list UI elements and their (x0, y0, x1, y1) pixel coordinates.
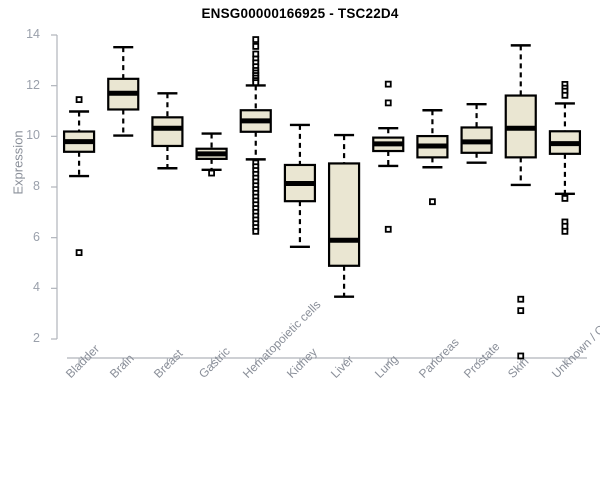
outlier-point[interactable] (384, 99, 392, 107)
y-tick-label: 6 (33, 229, 40, 244)
y-tick-label: 12 (26, 77, 40, 92)
box-iqr[interactable] (151, 116, 184, 148)
boxplot-group[interactable] (504, 44, 537, 360)
boxplot-group[interactable] (62, 96, 96, 257)
box-series (62, 36, 582, 360)
boxplot-group[interactable] (372, 80, 405, 233)
boxplot-group[interactable] (283, 123, 317, 248)
y-tick-label: 14 (26, 27, 40, 41)
outlier-point[interactable] (252, 36, 260, 43)
outlier-point[interactable] (75, 96, 83, 103)
outlier-point[interactable] (429, 198, 436, 206)
chart-title: ENSG00000166925 - TSC22D4 (201, 6, 399, 21)
outlier-point[interactable] (561, 227, 569, 235)
outlier-point[interactable] (252, 227, 260, 235)
outlier-point[interactable] (517, 307, 525, 315)
box-iqr[interactable] (327, 162, 361, 267)
boxplot-group[interactable] (460, 102, 493, 164)
outlier-point[interactable] (561, 91, 569, 99)
boxplot-group[interactable] (195, 132, 228, 177)
outlier-point[interactable] (384, 225, 392, 233)
y-tick-label: 10 (26, 128, 40, 143)
boxplot-group[interactable] (107, 45, 140, 137)
boxplot-group[interactable] (151, 92, 184, 170)
outlier-point[interactable] (208, 169, 215, 177)
axis-lines (51, 34, 587, 365)
y-tick-label: 2 (33, 331, 40, 345)
outlier-point[interactable] (252, 79, 260, 87)
outlier-point[interactable] (517, 352, 525, 360)
outlier-point[interactable] (384, 80, 392, 88)
outlier-point[interactable] (517, 295, 525, 303)
boxplot-group[interactable] (239, 36, 272, 235)
boxplot-group[interactable] (327, 133, 361, 298)
y-tick-label: 4 (33, 280, 40, 295)
y-tick-label: 8 (33, 179, 40, 193)
outlier-point[interactable] (561, 194, 569, 202)
boxplot-group[interactable] (416, 109, 449, 206)
outlier-point[interactable] (252, 43, 260, 50)
boxplot-group[interactable] (548, 81, 582, 235)
y-axis-tick-labels: 2 4 6 8 10 12 14 (14, 0, 40, 500)
outlier-point[interactable] (75, 249, 83, 257)
